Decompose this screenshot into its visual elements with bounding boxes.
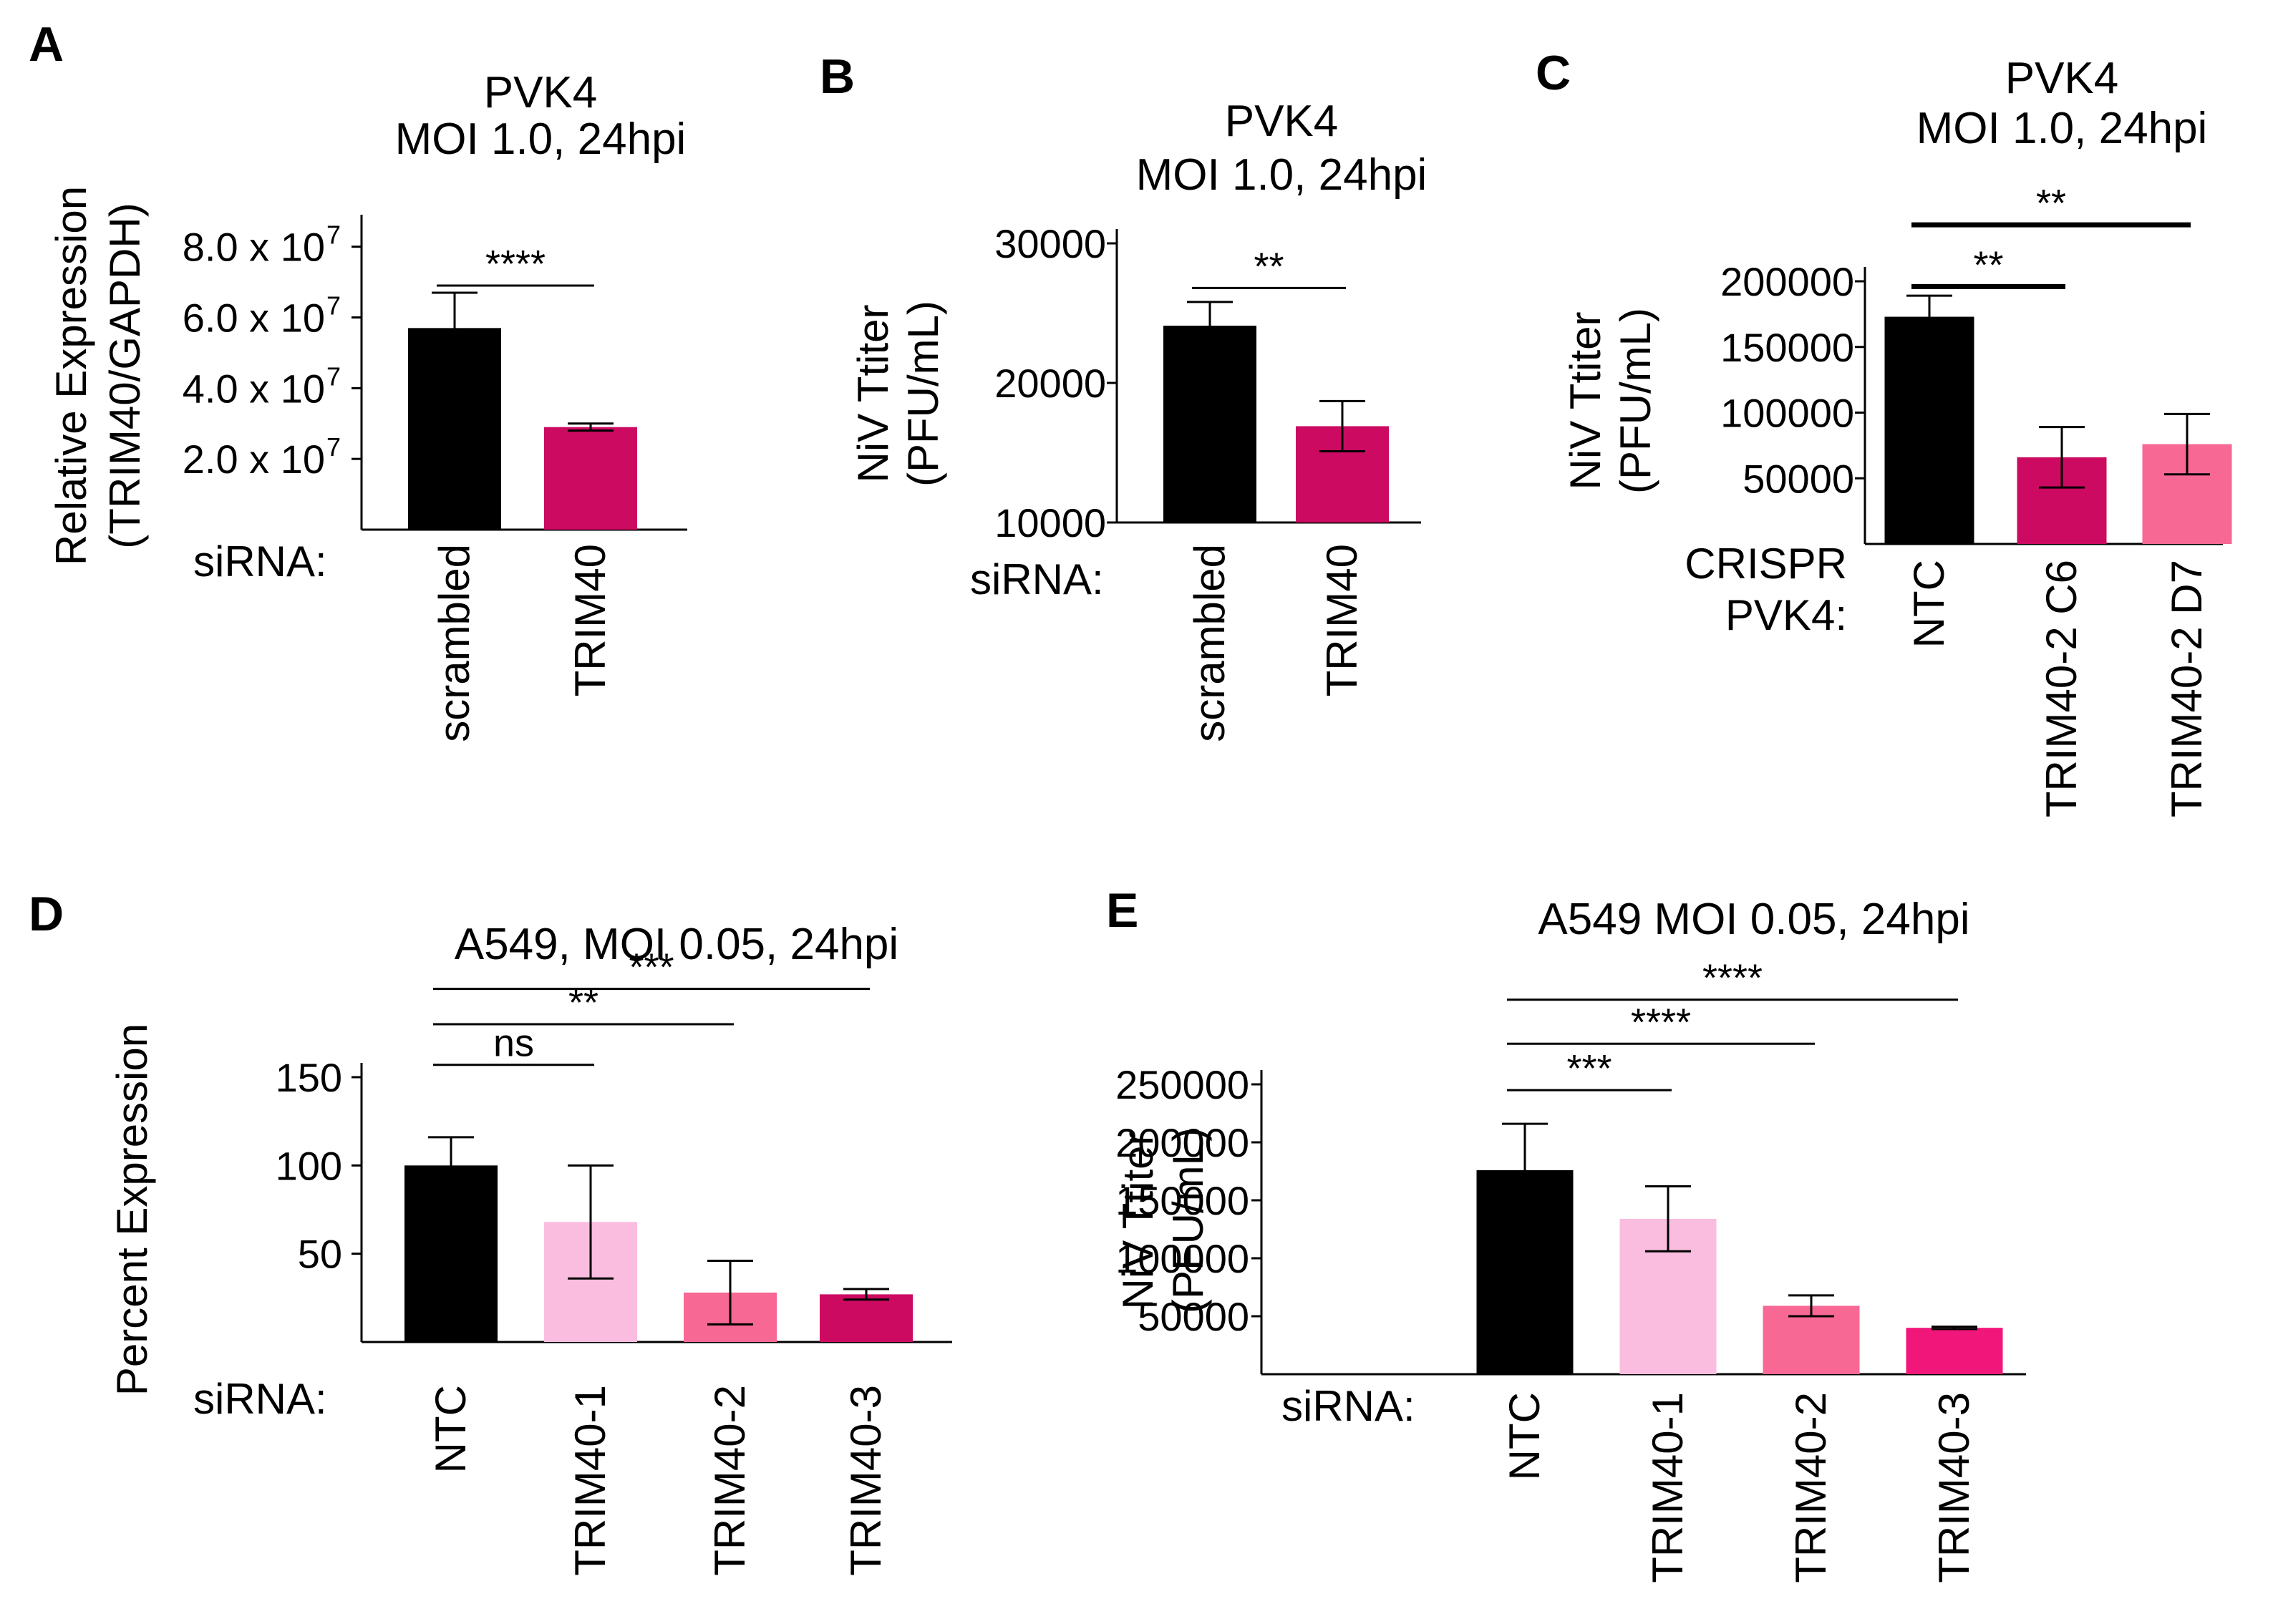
- significance-label: ns: [493, 1022, 534, 1065]
- y-tick-label: 6.0 x 10: [183, 296, 325, 341]
- bar: [404, 1165, 498, 1342]
- category-label: TRIM40-2: [1787, 1392, 1835, 1583]
- y-tick-label: 2.0 x 10: [183, 437, 325, 482]
- y-tick-label: 150000: [1720, 325, 1854, 370]
- y-tick-label: 250000: [1115, 1062, 1249, 1107]
- category-label: TRIM40-1: [1644, 1392, 1692, 1583]
- y-axis-label: NiV Ttiter: [1114, 1132, 1162, 1310]
- category-label: NTC: [1905, 560, 1953, 648]
- y-axis-label: (PFU/mL): [1612, 308, 1659, 494]
- y-tick-label: 20000: [994, 361, 1106, 406]
- bar: [820, 1294, 913, 1342]
- bar: [1906, 1328, 2003, 1374]
- category-label: TRIM40: [566, 544, 614, 696]
- group-label: siRNA:: [970, 555, 1104, 603]
- significance-label: ****: [1631, 1001, 1691, 1044]
- panel-label: A: [29, 17, 64, 72]
- panel-label: B: [820, 49, 855, 104]
- y-tick-label: 30000: [994, 221, 1106, 266]
- y-tick-label: 50000: [1138, 1294, 1249, 1339]
- y-tick-exponent: 7: [326, 220, 341, 250]
- chart-title: MOI 1.0, 24hpi: [1916, 104, 2208, 153]
- y-tick-label: 50: [298, 1232, 342, 1277]
- chart-title: PVK4: [1225, 97, 1339, 146]
- y-tick-exponent: 7: [326, 291, 341, 321]
- y-axis-label: Relative Expression: [47, 186, 95, 565]
- panel-d: D A549, MOI 0.05, 24hpi Percent Expression…: [29, 887, 952, 1576]
- y-axis-label: NiV Ttiter: [849, 305, 897, 483]
- significance-label: **: [1254, 245, 1284, 288]
- panel-label: D: [29, 887, 64, 941]
- chart-title: MOI 1.0, 24hpi: [395, 115, 687, 164]
- y-tick-label: 10000: [994, 500, 1106, 545]
- category-label: NTC: [1501, 1392, 1549, 1480]
- group-label: CRISPR: [1685, 540, 1847, 588]
- group-label: siRNA:: [1281, 1382, 1415, 1430]
- bar: [544, 427, 637, 530]
- panel-label: E: [1106, 883, 1138, 938]
- significance-label: ****: [485, 243, 546, 286]
- group-label: siRNA:: [193, 538, 327, 585]
- y-tick-exponent: 7: [326, 432, 341, 462]
- chart-title: A549 MOI 0.05, 24hpi: [1538, 895, 1969, 944]
- chart-title: PVK4: [2005, 54, 2119, 103]
- category-label: TRIM40: [1318, 544, 1366, 696]
- chart-title: PVK4: [484, 68, 598, 117]
- significance-label: **: [568, 981, 598, 1024]
- group-label: siRNA:: [193, 1375, 327, 1423]
- y-tick-label: 100: [276, 1143, 342, 1188]
- category-label: scrambled: [430, 544, 478, 742]
- y-axis-label: (PFU/mL): [1164, 1127, 1212, 1313]
- bar: [1884, 316, 1974, 544]
- y-tick-label: 200000: [1720, 259, 1854, 304]
- y-axis-label: NiV Ttiter: [1561, 312, 1609, 490]
- y-tick-label: 150000: [1115, 1178, 1249, 1223]
- significance-label: ****: [1702, 957, 1763, 1000]
- category-label: scrambled: [1186, 544, 1234, 742]
- panel-label: C: [1536, 46, 1571, 100]
- y-tick-label: 50000: [1743, 456, 1854, 501]
- chart-title: MOI 1.0, 24hpi: [1136, 150, 1428, 200]
- significance-label: **: [1973, 243, 2003, 286]
- y-axis-label: (TRIM40/GAPDH): [101, 203, 149, 548]
- y-tick-label: 8.0 x 10: [183, 225, 325, 270]
- y-tick-label: 200000: [1115, 1120, 1249, 1165]
- y-tick-label: 4.0 x 10: [183, 366, 325, 411]
- significance-label: ***: [629, 946, 674, 989]
- y-tick-label: 100000: [1115, 1236, 1249, 1281]
- group-label: PVK4:: [1725, 591, 1847, 639]
- y-axis-label: (PFU/mL): [899, 301, 947, 487]
- category-label: TRIM40-2: [706, 1385, 754, 1576]
- panel-e: E A549 MOI 0.05, 24hpi NiV Ttiter (PFU/mL)5…: [1106, 883, 2026, 1583]
- chart-title: A549, MOI 0.05, 24hpi: [455, 920, 898, 969]
- category-label: TRIM40-3: [1930, 1392, 1978, 1583]
- y-tick-exponent: 7: [326, 361, 341, 391]
- bar: [1163, 326, 1256, 522]
- significance-label: ***: [1566, 1047, 1612, 1090]
- category-label: TRIM40-1: [566, 1385, 614, 1576]
- category-label: TRIM40-2 C6: [2037, 560, 2085, 817]
- category-label: TRIM40-3: [842, 1385, 890, 1576]
- y-axis-label: Percent Expression: [108, 1023, 156, 1396]
- significance-label: **: [2036, 182, 2066, 225]
- category-label: TRIM40-2 D7: [2163, 560, 2211, 817]
- category-label: NTC: [427, 1385, 475, 1473]
- y-tick-label: 150: [276, 1055, 342, 1100]
- y-tick-label: 100000: [1720, 391, 1854, 436]
